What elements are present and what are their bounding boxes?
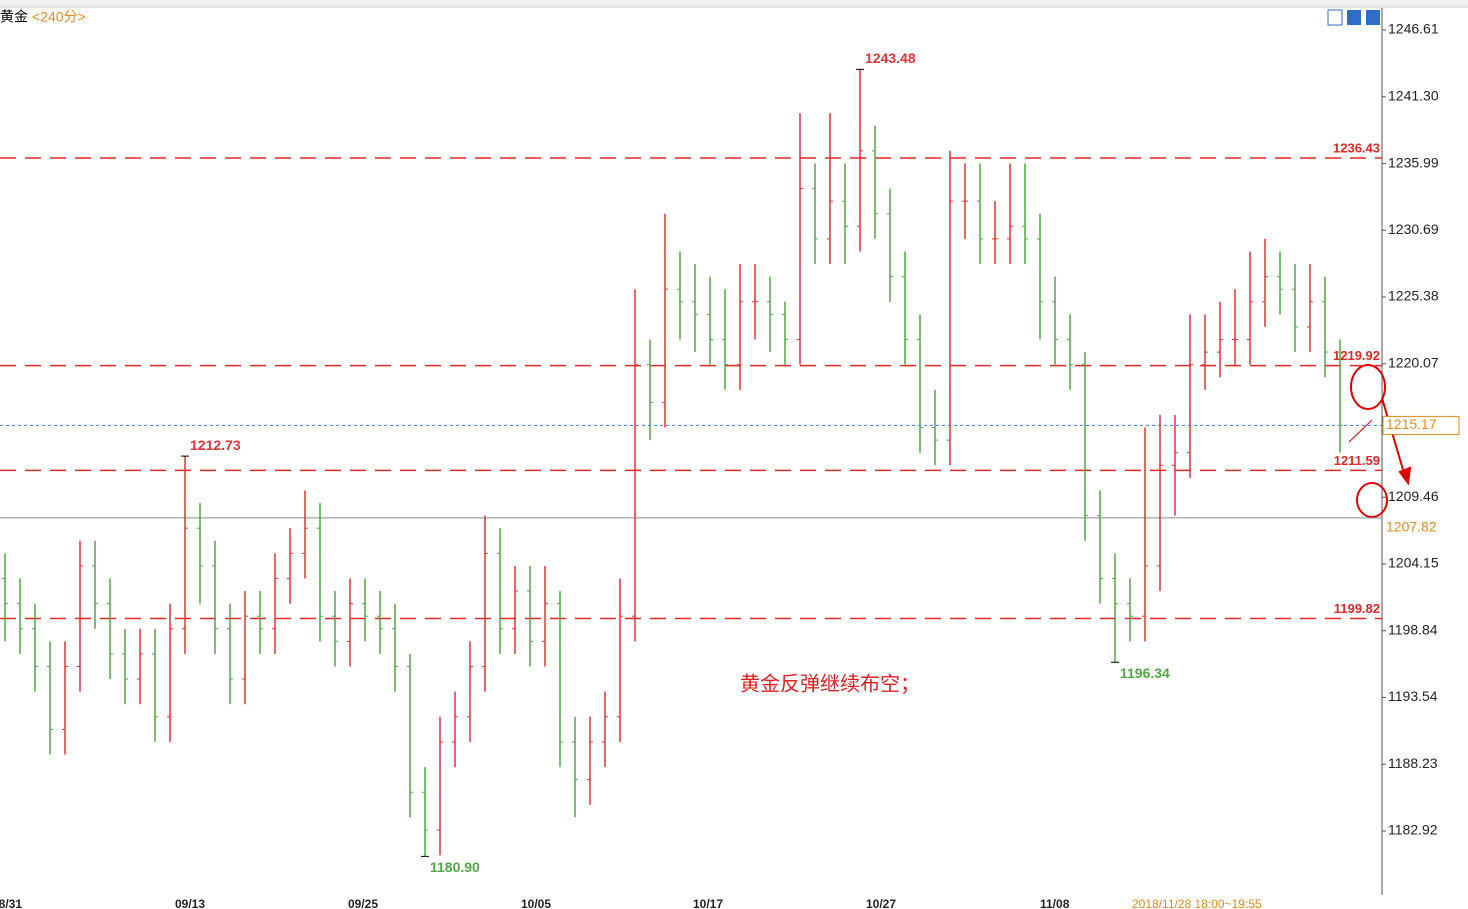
extreme-label: 1196.34 xyxy=(1120,665,1170,681)
x-tick-label: 09/25 xyxy=(348,897,378,909)
x-tick-label: 10/05 xyxy=(521,897,551,909)
extreme-label: 1180.90 xyxy=(430,859,480,875)
view-button[interactable] xyxy=(1366,10,1380,25)
toolbar-strip xyxy=(0,0,1468,7)
circle-marker xyxy=(1356,482,1388,518)
y-tick-label: 1204.15 xyxy=(1388,555,1439,571)
y-tick-label: 1246.61 xyxy=(1388,21,1439,37)
y-tick-label: 1230.69 xyxy=(1388,221,1439,237)
circle-marker xyxy=(1350,364,1386,410)
view-buttons[interactable] xyxy=(1327,9,1380,26)
markers xyxy=(1348,364,1412,518)
y-tick-label: 1209.46 xyxy=(1388,488,1439,504)
status-text: 2018/11/28 18:00~19:55 xyxy=(1132,897,1262,909)
price-label: 1215.17 xyxy=(1386,416,1437,432)
level-label: 1219.92 xyxy=(1333,348,1380,363)
x-tick-label: 08/31 xyxy=(0,897,22,909)
arrow xyxy=(1348,419,1373,443)
x-tick-label: 10/27 xyxy=(866,897,896,909)
view-button[interactable] xyxy=(1347,10,1361,25)
y-tick-label: 1188.23 xyxy=(1388,755,1438,771)
y-tick-label: 1198.84 xyxy=(1388,621,1438,637)
extreme-label: 1212.73 xyxy=(190,437,241,453)
level-label: 1199.82 xyxy=(1334,601,1380,616)
level-label: 1236.43 xyxy=(1333,140,1380,155)
y-tick-label: 1235.99 xyxy=(1388,154,1439,170)
annotation: 黄金反弹继续布空； xyxy=(740,672,920,695)
level-value-label: 1207.82 xyxy=(1386,519,1437,535)
x-tick-label: 11/08 xyxy=(1040,897,1070,909)
chart-title: 黄金 xyxy=(0,9,28,25)
y-tick-label: 1182.92 xyxy=(1388,822,1438,838)
extreme-label: 1243.48 xyxy=(865,50,916,66)
arrow xyxy=(1381,397,1407,481)
x-tick-label: 09/13 xyxy=(175,897,205,909)
view-button[interactable] xyxy=(1327,9,1343,26)
price-box xyxy=(1382,415,1460,435)
y-tick-label: 1193.54 xyxy=(1388,688,1438,704)
y-tick-label: 1241.30 xyxy=(1388,87,1439,103)
level-label: 1211.59 xyxy=(1334,453,1380,468)
arrow-head xyxy=(1398,466,1412,486)
y-tick-label: 1225.38 xyxy=(1388,288,1439,304)
y-tick-label: 1220.07 xyxy=(1388,354,1439,370)
chart-subtitle: <240分> xyxy=(32,9,86,25)
x-tick-label: 10/17 xyxy=(693,897,723,909)
